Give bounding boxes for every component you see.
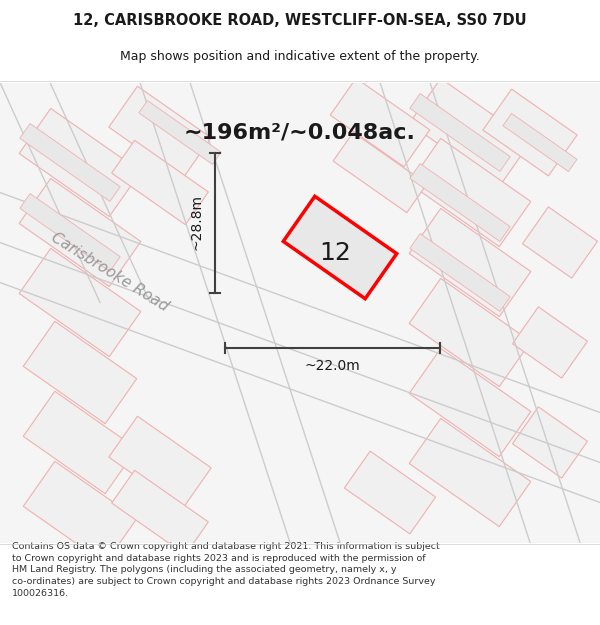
Polygon shape	[23, 391, 137, 494]
Polygon shape	[139, 101, 221, 164]
Polygon shape	[109, 86, 211, 179]
Polygon shape	[409, 208, 531, 317]
Polygon shape	[19, 248, 141, 357]
Polygon shape	[20, 124, 120, 201]
Polygon shape	[512, 307, 587, 378]
Polygon shape	[112, 470, 208, 555]
Polygon shape	[330, 78, 430, 167]
Text: ~22.0m: ~22.0m	[305, 359, 361, 372]
Polygon shape	[523, 207, 598, 278]
Polygon shape	[109, 416, 211, 509]
Text: 12: 12	[319, 241, 351, 264]
Polygon shape	[23, 461, 137, 564]
Polygon shape	[112, 140, 208, 225]
Polygon shape	[19, 178, 141, 287]
Polygon shape	[512, 407, 587, 478]
Polygon shape	[483, 89, 577, 176]
Polygon shape	[409, 278, 531, 387]
Text: Map shows position and indicative extent of the property.: Map shows position and indicative extent…	[120, 51, 480, 63]
Polygon shape	[409, 78, 531, 187]
Polygon shape	[503, 113, 577, 172]
Polygon shape	[409, 418, 531, 527]
Polygon shape	[333, 132, 427, 212]
Text: 12, CARISBROOKE ROAD, WESTCLIFF-ON-SEA, SS0 7DU: 12, CARISBROOKE ROAD, WESTCLIFF-ON-SEA, …	[73, 12, 527, 28]
Text: Contains OS data © Crown copyright and database right 2021. This information is : Contains OS data © Crown copyright and d…	[12, 542, 440, 598]
Polygon shape	[283, 196, 397, 299]
Text: ~28.8m: ~28.8m	[190, 194, 204, 251]
Text: Carisbrooke Road: Carisbrooke Road	[49, 230, 172, 315]
Polygon shape	[410, 164, 510, 241]
Polygon shape	[19, 108, 141, 217]
Polygon shape	[409, 348, 531, 457]
Polygon shape	[410, 94, 510, 171]
Text: ~196m²/~0.048ac.: ~196m²/~0.048ac.	[184, 122, 416, 142]
Polygon shape	[20, 194, 120, 271]
Polygon shape	[410, 234, 510, 311]
Polygon shape	[23, 321, 137, 424]
Polygon shape	[409, 138, 531, 247]
Polygon shape	[344, 451, 436, 534]
